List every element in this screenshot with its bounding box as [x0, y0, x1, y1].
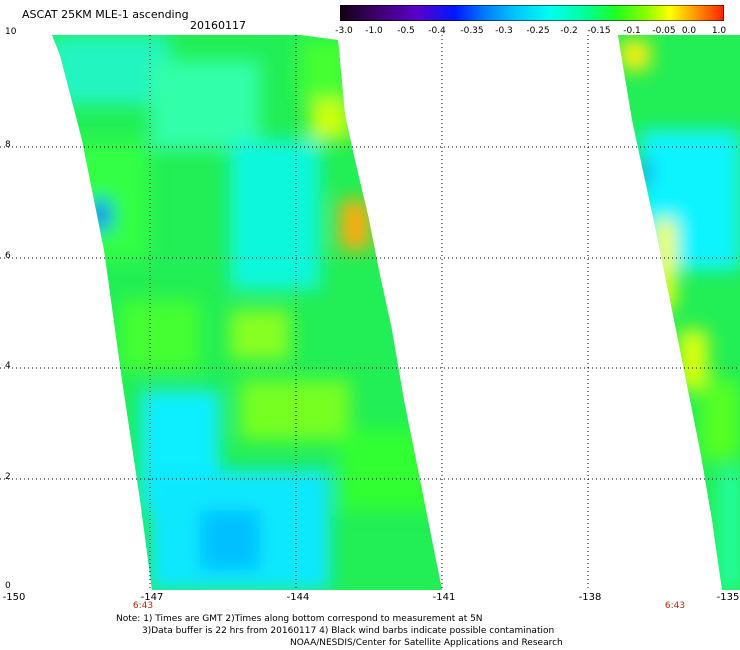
note-line-3: NOAA/NESDIS/Center for Satellite Applica… — [290, 638, 563, 648]
y-tick-label: 4 — [5, 361, 11, 371]
map-title: ASCAT 25KM MLE-1 ascending — [22, 8, 189, 21]
y-tick-label: 0 — [5, 581, 11, 591]
y-tick-label: 2 — [5, 472, 11, 482]
colorbar-tick: -0.25 — [526, 26, 550, 36]
colorbar-tick: -0.3 — [495, 26, 513, 36]
colorbar-tick: -0.35 — [460, 26, 484, 36]
colorbar — [340, 5, 724, 21]
colorbar-tick: -3.0 — [335, 26, 353, 36]
time-label: 6:43 — [132, 601, 154, 611]
x-tick-label: -135 — [716, 592, 740, 603]
colorbar-tick: 0.0 — [681, 26, 697, 36]
x-tick-label: -150 — [2, 592, 26, 603]
colorbar-tick: 1.0 — [711, 26, 727, 36]
y-tick-label: 8 — [5, 140, 11, 150]
colorbar-tick: -0.5 — [397, 26, 415, 36]
swath-a — [52, 35, 442, 590]
colorbar-tick: -1.0 — [365, 26, 383, 36]
x-tick-label: -144 — [286, 592, 310, 603]
note-line-2: 3)Data buffer is 22 hrs from 20160117 4)… — [142, 626, 555, 636]
colorbar-tick: -0.2 — [560, 26, 578, 36]
colorbar-tick: -0.1 — [623, 26, 641, 36]
map-date: 20160117 — [190, 19, 246, 32]
y-tick-label: 10 — [5, 27, 17, 37]
x-tick-label: -138 — [578, 592, 602, 603]
colorbar-tick: -0.15 — [587, 26, 611, 36]
time-label: 6:43 — [664, 601, 686, 611]
y-tick-label: 6 — [5, 251, 11, 261]
swath-b — [618, 35, 740, 590]
note-line-1: Note: 1) Times are GMT 2)Times along bot… — [116, 614, 483, 624]
x-tick-label: -141 — [432, 592, 456, 603]
colorbar-tick: -0.05 — [652, 26, 676, 36]
grid-lines — [0, 35, 740, 590]
x-tick-label: -147 — [140, 592, 164, 603]
colorbar-tick: -0.4 — [428, 26, 446, 36]
